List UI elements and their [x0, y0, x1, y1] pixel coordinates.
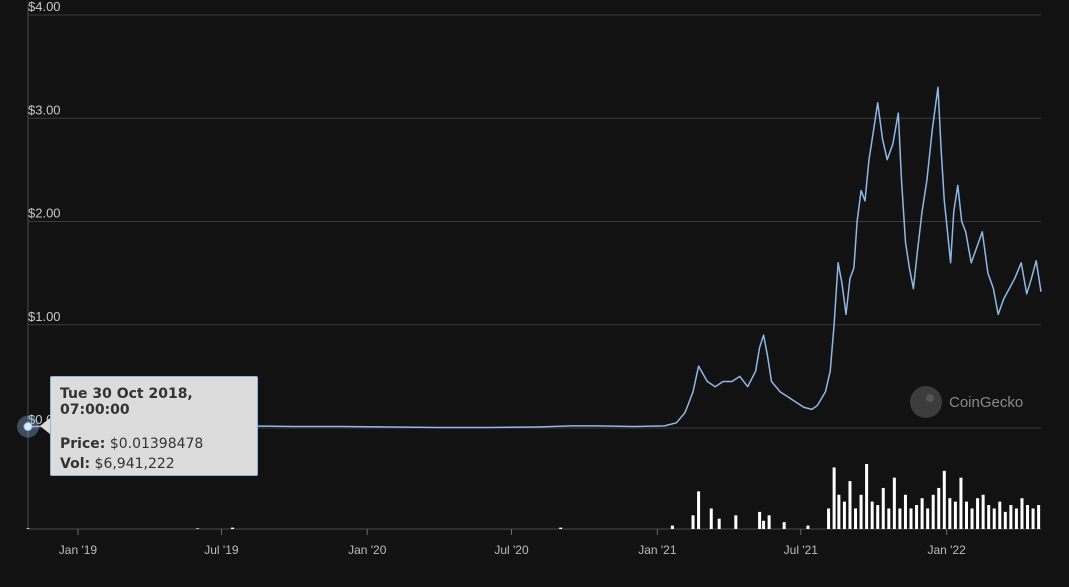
volume-bar — [959, 477, 963, 529]
volume-bar — [767, 515, 771, 529]
volume-bar — [881, 487, 885, 529]
x-tick-label: Jul '20 — [494, 543, 529, 557]
volume-bar — [231, 527, 235, 529]
tooltip-price-value: $0.01398478 — [109, 436, 204, 452]
volume-bar — [915, 505, 919, 529]
volume-bar — [926, 508, 930, 529]
volume-bar — [964, 501, 968, 529]
volume-bar — [865, 464, 869, 529]
volume-bar — [734, 515, 738, 529]
tooltip-price-label: Price: — [60, 436, 106, 452]
volume-bar — [992, 508, 996, 529]
volume-bar — [1026, 505, 1030, 529]
tooltip-vol-label: Vol: — [60, 456, 91, 472]
volume-bar — [782, 522, 786, 529]
x-tick-label: Jan '19 — [59, 543, 98, 557]
volume-bar — [709, 508, 713, 529]
x-tick-label: Jan '22 — [928, 543, 967, 557]
volume-bar — [1009, 505, 1013, 529]
x-tick-label: Jan '20 — [348, 543, 387, 557]
volume-bar — [717, 518, 721, 529]
x-tick-label: Jul '21 — [784, 543, 819, 557]
volume-bar — [758, 511, 762, 529]
volume-bar — [26, 528, 30, 529]
y-tick-label: $2.00 — [28, 206, 61, 221]
volume-bar — [1020, 498, 1024, 529]
tooltip-vol-row: Vol: $6,941,222 — [60, 456, 248, 472]
tooltip-price-row: Price: $0.01398478 — [60, 436, 248, 452]
volume-bar — [970, 508, 974, 529]
volume-bar — [981, 494, 985, 529]
watermark-text: CoinGecko — [949, 394, 1023, 411]
volume-bar — [762, 520, 766, 529]
tooltip-arrow — [40, 418, 50, 434]
y-axis-ticks: $0.00$1.00$2.00$3.00$4.00 — [28, 0, 61, 427]
hover-tooltip: Tue 30 Oct 2018, 07:00:00 Price: $0.0139… — [50, 376, 258, 476]
hover-marker — [17, 415, 39, 438]
volume-bar — [931, 494, 935, 529]
volume-bar — [892, 477, 896, 529]
tooltip-date: Tue 30 Oct 2018, 07:00:00 — [60, 386, 193, 418]
coingecko-logo-eye-icon — [926, 394, 934, 402]
volume-bar — [859, 494, 863, 529]
volume-bar — [842, 501, 846, 529]
coingecko-watermark: CoinGecko — [910, 386, 1023, 418]
x-tick-label: Jul '19 — [204, 543, 239, 557]
volume-bar — [670, 525, 674, 529]
volume-bar — [806, 525, 810, 529]
volume-bar — [697, 491, 701, 529]
tooltip-vol-value: $6,941,222 — [94, 456, 175, 472]
volume-bar — [837, 494, 841, 529]
volume-bar — [870, 501, 874, 529]
volume-bar — [1014, 508, 1018, 529]
x-axis-ticks: Jan '19 Jul '19 Jan '20 Jul '20 Jan '21 Jul '… — [59, 529, 966, 557]
volume-bar — [987, 505, 991, 529]
volume-bar — [998, 501, 1002, 529]
y-tick-label: $1.00 — [28, 309, 61, 324]
price-line — [27, 86, 1042, 429]
volume-bar — [1037, 505, 1041, 529]
volume-bar — [903, 494, 907, 529]
volume-bar — [942, 470, 946, 529]
volume-bar — [948, 498, 952, 529]
y-tick-label: $3.00 — [28, 102, 61, 117]
x-tick-label: Jan '21 — [638, 543, 677, 557]
volume-bar — [854, 508, 858, 529]
coingecko-logo-icon — [910, 386, 942, 418]
volume-bars — [26, 464, 1041, 529]
volume-bar — [827, 508, 831, 529]
volume-bar — [953, 501, 957, 529]
volume-bar — [909, 508, 913, 529]
volume-bar — [832, 467, 836, 529]
volume-bar — [876, 505, 880, 529]
volume-bar — [691, 515, 695, 529]
price-series — [27, 86, 1042, 429]
y-tick-label: $4.00 — [28, 0, 61, 14]
volume-bar — [937, 487, 941, 529]
volume-bar — [1031, 508, 1035, 529]
volume-bar — [898, 508, 902, 529]
volume-bar — [920, 498, 924, 529]
hover-point — [23, 422, 33, 432]
volume-bar — [976, 498, 980, 529]
volume-bar — [196, 528, 200, 529]
volume-bar — [887, 508, 891, 529]
volume-bar — [559, 527, 563, 529]
volume-bar — [1003, 511, 1007, 529]
volume-bar — [848, 481, 852, 529]
